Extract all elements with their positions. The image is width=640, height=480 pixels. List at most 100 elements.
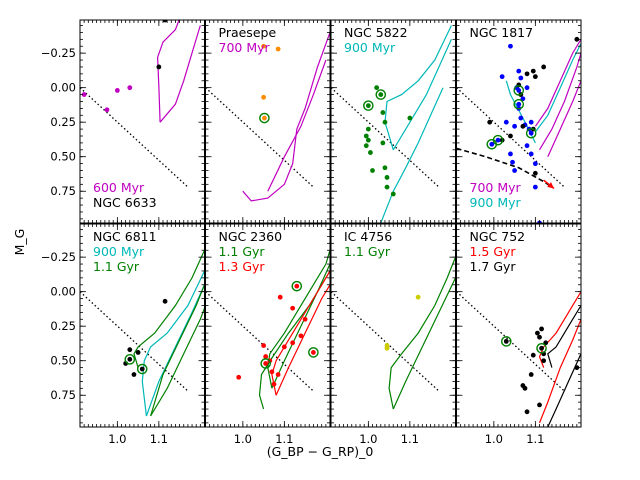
highlight-ring (500, 336, 512, 347)
x-tick-label: 1.0 (359, 432, 377, 446)
highlight-ring (375, 89, 387, 100)
data-point (384, 184, 390, 190)
data-point (290, 305, 296, 311)
panel-annotation: 700 Myr (219, 40, 271, 55)
highlight-ring (124, 354, 136, 365)
data-point (574, 36, 580, 42)
data-point (290, 340, 296, 346)
data-point (503, 338, 509, 344)
panel-annotation: 1.1 Gyr (344, 244, 391, 259)
panel-plot-area (331, 25, 452, 223)
data-point (378, 92, 384, 97)
data-point (365, 103, 371, 109)
data-point (370, 168, 375, 173)
x-tick-label: 1.1 (526, 432, 544, 446)
data-point (524, 143, 530, 149)
highlight-ring (136, 363, 148, 375)
panel-annotation: 1.1 Gyr (219, 244, 266, 259)
highlight-ring (259, 112, 270, 124)
reference-dotted-line (80, 87, 189, 188)
data-point (261, 343, 266, 348)
isochrone-line (275, 284, 330, 396)
highlight-ring (291, 280, 303, 292)
isochrone-line (380, 87, 444, 223)
panel-plot-area (205, 32, 330, 202)
isochrone-line (388, 256, 456, 410)
isochrone-line (133, 249, 205, 368)
panel-plot-area (331, 256, 456, 410)
isochrone-line (159, 25, 201, 123)
data-point (539, 326, 544, 332)
highlight-ring (525, 127, 537, 139)
data-point (415, 294, 421, 300)
data-point (127, 85, 133, 91)
data-point (162, 298, 168, 304)
panel-annotation: NGC 5822 (344, 25, 408, 40)
data-point (81, 92, 87, 97)
x-tick-label: 1.1 (150, 432, 168, 446)
data-point (532, 74, 538, 80)
data-point (495, 137, 501, 143)
isochrone-line (150, 307, 205, 417)
panel-annotation: Praesepe (219, 25, 277, 40)
data-point (380, 110, 386, 115)
data-point (487, 119, 493, 125)
data-point (275, 372, 281, 377)
panel-annotation: 600 Myr (93, 180, 145, 195)
isochrone-line (156, 20, 180, 123)
panel-annotation: NGC 2360 (219, 229, 283, 244)
data-point (510, 159, 515, 165)
x-tick-label: 1.0 (234, 432, 252, 446)
reference-dotted-line (331, 291, 440, 392)
data-point (530, 68, 536, 74)
isochrone-line (150, 284, 205, 417)
data-point (156, 64, 162, 70)
data-point (537, 402, 542, 408)
data-point (162, 20, 168, 23)
panel-plot-area (205, 250, 330, 410)
isochrone-line (267, 59, 327, 192)
y-tick-label: 0.25 (50, 115, 76, 129)
x-axis-label: (G_BP − G_RP)_0 (267, 444, 374, 459)
data-point (365, 126, 371, 132)
data-point (262, 115, 267, 121)
panel-annotation: NGC 6633 (93, 195, 157, 210)
data-point (127, 356, 133, 362)
panel-annotation: 1.7 Gyr (470, 259, 517, 274)
data-point (261, 94, 266, 100)
data-point (516, 101, 522, 107)
x-tick-label: 1.0 (108, 432, 126, 446)
isochrone-line (538, 319, 581, 424)
isochrone-line (538, 291, 581, 368)
data-point (489, 141, 495, 147)
data-point (263, 361, 269, 366)
data-point (574, 365, 580, 371)
data-point (508, 43, 513, 49)
data-point (522, 385, 528, 391)
highlight-ring (513, 98, 525, 110)
data-point (139, 366, 145, 372)
reference-dotted-line (205, 291, 314, 392)
data-point (528, 119, 534, 125)
data-point (512, 168, 517, 173)
data-point (261, 43, 266, 49)
data-point (528, 151, 534, 157)
data-point (311, 350, 316, 355)
y-tick-label: −0.25 (41, 250, 76, 264)
panel-annotation: 900 Myr (93, 244, 145, 259)
highlight-ring (308, 347, 319, 358)
isochrone-line (392, 39, 452, 151)
panel-annotation: 1.5 Gyr (470, 244, 517, 259)
data-point (518, 75, 524, 81)
data-point (131, 372, 137, 377)
panel-annotation: 900 Myr (470, 195, 522, 210)
dashed-boundary-line (456, 147, 553, 188)
isochrone-line (141, 270, 205, 417)
isochrone-line (547, 305, 581, 368)
data-point (520, 123, 526, 129)
